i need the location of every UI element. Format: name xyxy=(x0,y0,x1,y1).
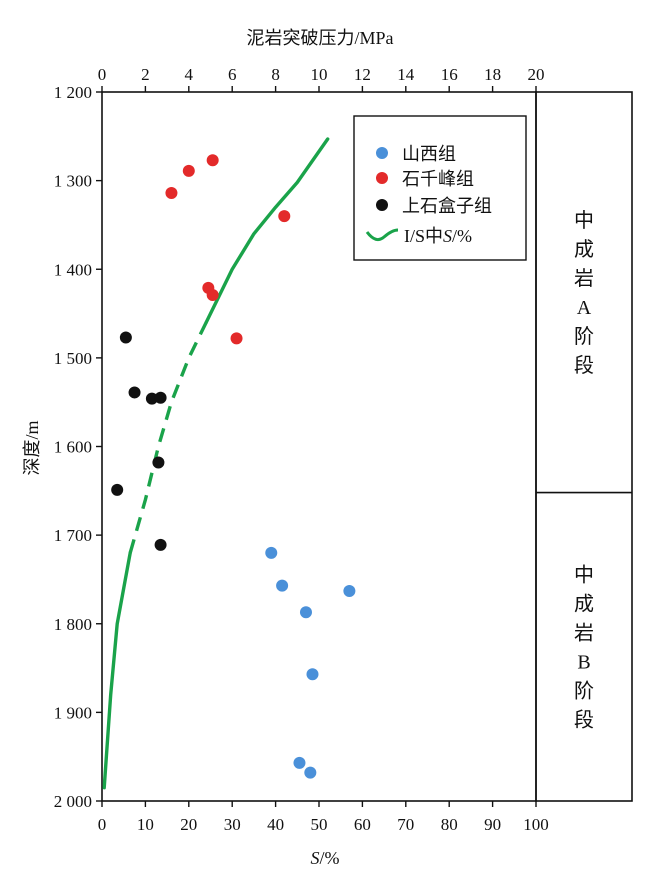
stage-label-char: 中 xyxy=(574,209,594,232)
stage-label-char: B xyxy=(577,651,590,673)
y-tick-label: 1 600 xyxy=(54,438,92,457)
top-axis-title: 泥岩突破压力/MPa xyxy=(246,28,393,48)
stage-label-char: 成 xyxy=(574,592,594,615)
x-top-tick-label: 4 xyxy=(185,65,194,84)
shanxi-point xyxy=(304,766,317,779)
bottom-axis-title-italic: S xyxy=(311,848,320,868)
stage-column-frame xyxy=(535,91,633,802)
x-bottom-tick-label: 60 xyxy=(354,815,371,834)
legend-label-shangshihezi: 上石盒子组 xyxy=(402,196,492,216)
x-top-tick-label: 16 xyxy=(441,65,458,84)
x-top-tick-label: 6 xyxy=(228,65,237,84)
x-top-tick-label: 14 xyxy=(397,65,415,84)
legend-marker-shanxi xyxy=(376,147,388,159)
x-bottom-tick-label: 20 xyxy=(180,815,197,834)
x-top-axis-ticks: 0 2 4 6 8 10 12 14 16 18 20 xyxy=(98,65,545,92)
legend-label-curve: I/S中S/% xyxy=(404,226,472,246)
stage-label-char: 阶 xyxy=(574,679,594,702)
legend-label-shanxi: 山西组 xyxy=(402,144,456,164)
stage-label-char: 段 xyxy=(574,708,594,731)
legend-marker-shiqianfeng xyxy=(376,172,388,184)
curve-dashed-segment xyxy=(128,321,208,554)
x-top-tick-label: 10 xyxy=(311,65,328,84)
legend-label-shiqianfeng: 石千峰组 xyxy=(402,169,474,189)
x-top-tick-label: 2 xyxy=(141,65,150,84)
shiqianfeng-point xyxy=(206,154,219,167)
shiqianfeng-point xyxy=(278,210,291,223)
shiqianfeng-point xyxy=(230,332,243,345)
x-top-tick-label: 18 xyxy=(484,65,501,84)
y-tick-label: 1 800 xyxy=(54,615,92,634)
shangshihezi-point xyxy=(119,331,132,344)
shangshihezi-point xyxy=(152,456,165,469)
x-bottom-axis-ticks: 0 10 20 30 40 50 60 70 80 90 100 xyxy=(98,801,549,834)
y-tick-label: 1 200 xyxy=(54,83,92,102)
x-bottom-tick-label: 0 xyxy=(98,815,107,834)
y-tick-label: 2 000 xyxy=(54,792,92,811)
legend-curve-italic: S xyxy=(443,226,452,246)
stage-label-char: 成 xyxy=(574,238,594,261)
stage-label-char: A xyxy=(577,297,592,319)
bottom-axis-title-suffix: /% xyxy=(320,848,340,868)
x-top-tick-label: 0 xyxy=(98,65,107,84)
shanxi-point xyxy=(265,546,278,559)
x-bottom-tick-label: 100 xyxy=(523,815,549,834)
stage-label-char: 段 xyxy=(574,354,594,377)
x-bottom-tick-label: 80 xyxy=(441,815,458,834)
shiqianfeng-point xyxy=(165,187,178,200)
x-top-tick-label: 20 xyxy=(528,65,545,84)
shanxi-point xyxy=(276,579,289,592)
shangshihezi-point xyxy=(111,483,124,496)
x-top-tick-label: 12 xyxy=(354,65,371,84)
shanxi-point xyxy=(293,756,306,769)
bottom-axis-title: S/% xyxy=(311,848,340,868)
x-top-tick-label: 8 xyxy=(271,65,280,84)
shiqianfeng-point xyxy=(182,164,195,177)
curve-solid-segment xyxy=(204,137,330,325)
y-tick-label: 1 300 xyxy=(54,172,92,191)
stage-label-char: 中 xyxy=(574,563,594,586)
legend-box xyxy=(353,115,527,261)
is-curve xyxy=(102,137,330,790)
shiqianfeng-point xyxy=(206,288,219,301)
legend: 山西组 石千峰组 上石盒子组 I/S中S/% xyxy=(353,115,527,261)
shangshihezi-point xyxy=(154,538,167,551)
x-bottom-tick-label: 10 xyxy=(137,815,154,834)
x-bottom-tick-label: 90 xyxy=(484,815,501,834)
legend-curve-suffix: /% xyxy=(452,226,472,246)
shangshihezi-point xyxy=(154,391,167,404)
x-bottom-tick-label: 30 xyxy=(224,815,241,834)
legend-curve-prefix: I/S中 xyxy=(404,226,443,246)
y-tick-label: 1 700 xyxy=(54,526,92,545)
shangshihezi-point xyxy=(128,386,141,399)
shangshihezi-point xyxy=(145,392,158,405)
shanxi-point xyxy=(299,606,312,619)
legend-marker-shangshihezi xyxy=(376,199,388,211)
x-bottom-tick-label: 50 xyxy=(311,815,328,834)
curve-solid-segment xyxy=(102,551,132,790)
x-bottom-tick-label: 70 xyxy=(397,815,414,834)
stage-label-char: 阶 xyxy=(574,325,594,348)
shanxi-point xyxy=(343,584,356,597)
stage-label-char: 岩 xyxy=(574,621,594,644)
legend-marker-curve xyxy=(365,228,399,242)
y-axis-ticks: 1 200 1 300 1 400 1 500 1 600 1 700 1 800 1 900… xyxy=(54,83,102,811)
shanxi-point xyxy=(306,668,319,681)
x-bottom-tick-label: 40 xyxy=(267,815,284,834)
y-tick-label: 1 400 xyxy=(54,260,92,279)
y-tick-label: 1 500 xyxy=(54,349,92,368)
y-tick-label: 1 900 xyxy=(54,703,92,722)
stage-label-char: 岩 xyxy=(574,267,594,290)
y-axis-title: 深度/m xyxy=(22,420,42,475)
data-points xyxy=(111,154,356,779)
